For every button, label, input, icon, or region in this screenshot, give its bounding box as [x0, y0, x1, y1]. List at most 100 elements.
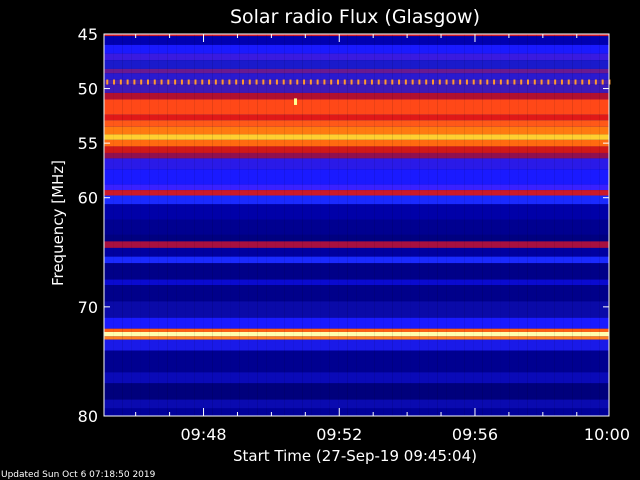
texture-stripe — [248, 34, 249, 416]
interference-dot — [431, 79, 434, 85]
interference-dot — [377, 79, 380, 85]
frequency-band — [104, 279, 609, 286]
interference-dot — [370, 79, 373, 85]
texture-stripe — [239, 34, 240, 416]
texture-stripe — [374, 34, 375, 416]
interference-dot — [221, 79, 224, 85]
texture-stripe — [131, 34, 132, 416]
frequency-band — [104, 285, 609, 302]
texture-stripe — [185, 34, 186, 416]
y-tick-label: 50 — [78, 80, 98, 99]
interference-dot — [499, 79, 502, 85]
interference-dot — [309, 79, 312, 85]
texture-stripe — [392, 34, 393, 416]
interference-dot — [445, 79, 448, 85]
interference-dot — [486, 79, 489, 85]
texture-stripe — [383, 34, 384, 416]
texture-stripe — [545, 34, 546, 416]
frequency-band — [104, 139, 609, 147]
svg-text:Frequency [MHz]: Frequency [MHz] — [49, 160, 67, 286]
frequency-band — [104, 152, 609, 159]
texture-stripe — [419, 34, 420, 416]
interference-dot — [588, 79, 591, 85]
frequency-band — [104, 247, 609, 257]
frequency-band — [104, 383, 609, 400]
y-axis-label: Frequency — [49, 208, 67, 286]
texture-stripe — [302, 34, 303, 416]
texture-stripe — [347, 34, 348, 416]
texture-stripe — [176, 34, 177, 416]
frequency-band — [104, 234, 609, 242]
interference-dot — [581, 79, 584, 85]
interference-dot — [560, 79, 563, 85]
texture-stripe — [338, 34, 339, 416]
interference-dot — [364, 79, 367, 85]
interference-dot — [391, 79, 394, 85]
frequency-band — [104, 114, 609, 121]
interference-dot — [269, 79, 272, 85]
texture-stripe — [257, 34, 258, 416]
frequency-band — [104, 92, 609, 100]
texture-stripe — [554, 34, 555, 416]
interference-dot — [235, 79, 238, 85]
interference-dot — [425, 79, 428, 85]
axes: 45 50 55 60 70 80 09:48 09:52 09:56 10:00 — [78, 25, 630, 444]
frequency-band — [104, 44, 609, 54]
interference-dot — [316, 79, 319, 85]
texture-stripe — [284, 34, 285, 416]
interference-dot — [126, 79, 129, 85]
interference-dot — [404, 79, 407, 85]
interference-dot — [601, 79, 604, 85]
texture-stripe — [473, 34, 474, 416]
interference-dot — [384, 79, 387, 85]
frequency-band — [104, 36, 609, 45]
texture-stripe — [329, 34, 330, 416]
interference-dot — [540, 79, 543, 85]
x-tick-label: 09:48 — [180, 425, 226, 444]
frequency-band — [104, 408, 609, 416]
frequency-band — [104, 120, 609, 127]
interference-dot — [208, 79, 211, 85]
frequency-band — [104, 84, 609, 93]
texture-stripe — [527, 34, 528, 416]
interference-dot — [336, 79, 339, 85]
interference-dot — [459, 79, 462, 85]
texture-stripe — [482, 34, 483, 416]
frequency-band — [104, 336, 609, 340]
frequency-band — [104, 328, 609, 332]
interference-dot — [275, 79, 278, 85]
texture-stripe — [203, 34, 204, 416]
frequency-band — [104, 372, 609, 384]
interference-dot — [343, 79, 346, 85]
interference-dot — [411, 79, 414, 85]
interference-dot — [533, 79, 536, 85]
texture-stripe — [122, 34, 123, 416]
frequency-band — [104, 169, 609, 185]
interference-dot — [418, 79, 421, 85]
texture-stripe — [599, 34, 600, 416]
interference-dot — [330, 79, 333, 85]
interference-dot — [357, 79, 360, 85]
interference-dot — [547, 79, 550, 85]
interference-dot — [472, 79, 475, 85]
y-tick-label: 55 — [78, 134, 98, 153]
interference-dot — [140, 79, 143, 85]
interference-dot — [554, 79, 557, 85]
interference-dot — [146, 79, 149, 85]
updated-timestamp: Updated Sun Oct 6 07:18:50 2019 — [1, 470, 156, 480]
x-tick-label: 09:56 — [452, 425, 498, 444]
frequency-band — [104, 99, 609, 115]
interference-dot — [187, 79, 190, 85]
texture-stripe — [356, 34, 357, 416]
texture-stripe — [572, 34, 573, 416]
interference-dot — [465, 79, 468, 85]
texture-stripe — [410, 34, 411, 416]
chart-title: Solar radio Flux (Glasgow) — [230, 6, 480, 28]
interference-dot — [520, 79, 523, 85]
texture-stripe — [194, 34, 195, 416]
interference-dot — [479, 79, 482, 85]
texture-stripe — [320, 34, 321, 416]
texture-stripe — [275, 34, 276, 416]
texture-stripe — [158, 34, 159, 416]
frequency-band — [104, 399, 609, 409]
